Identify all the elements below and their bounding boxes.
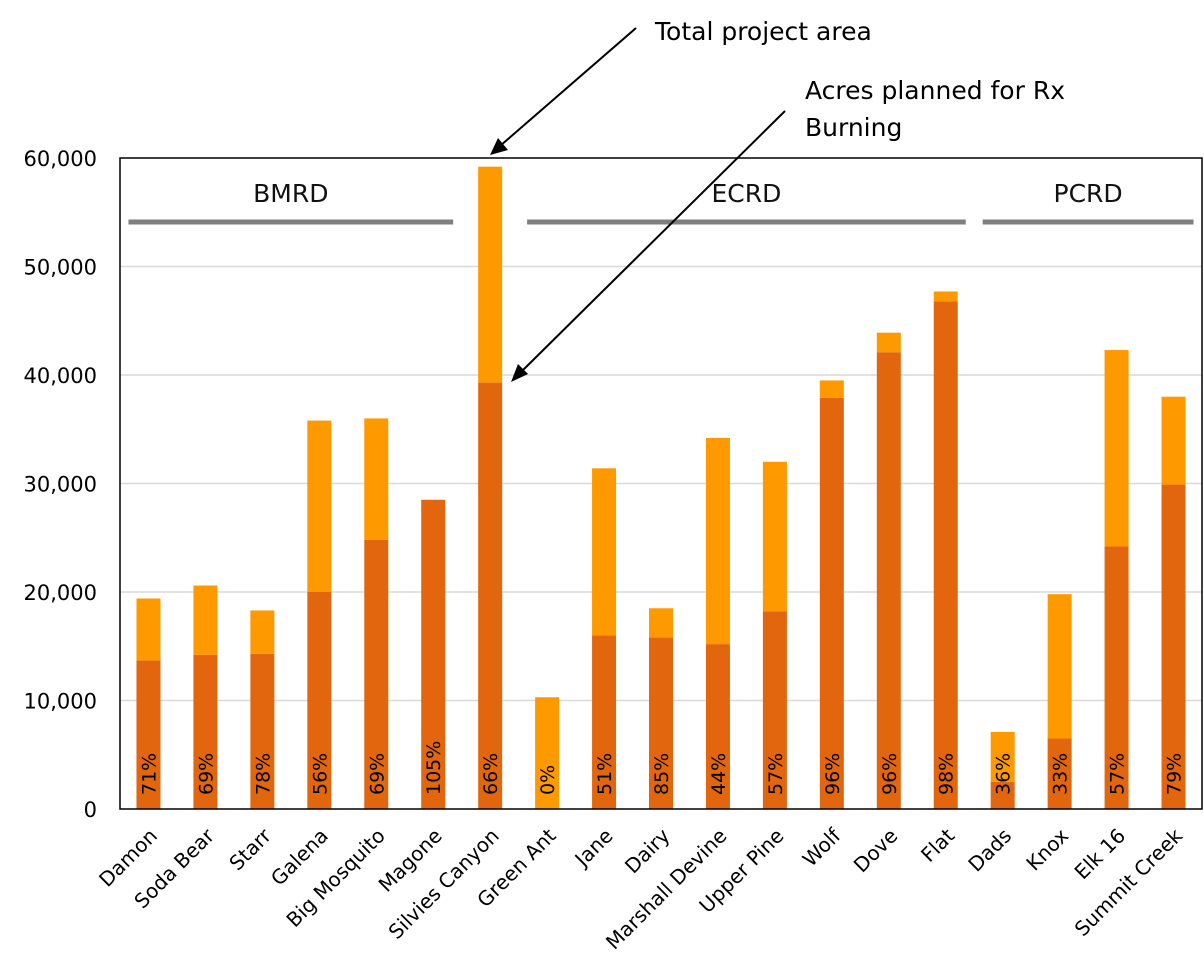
- bar-remaining-area: [478, 166, 503, 383]
- bar-percent-label: 79%: [1164, 753, 1186, 795]
- annotation-total-arrow: [499, 27, 637, 147]
- x-category-label: Jane: [569, 824, 618, 873]
- bar-remaining-area: [876, 332, 901, 353]
- bar-remaining-area: [535, 697, 560, 809]
- group-label: BMRD: [253, 179, 328, 208]
- bar-percent-label: 85%: [651, 753, 673, 795]
- x-category-label: Knox: [1021, 823, 1073, 875]
- bar-percent-label: 57%: [1107, 753, 1129, 795]
- bar-percent-label: 57%: [765, 753, 787, 795]
- bar-percent-label: 78%: [252, 753, 274, 795]
- bar-rx-burning: [649, 637, 673, 809]
- bar-percent-label: 98%: [936, 753, 958, 795]
- x-category-label: Dairy: [620, 823, 675, 878]
- bar-rx-burning: [933, 301, 958, 809]
- bar-remaining-area: [1161, 396, 1186, 485]
- bar-remaining-area: [193, 585, 218, 655]
- bar-percent-label: 96%: [822, 753, 844, 795]
- x-category-label: Wolf: [798, 823, 846, 871]
- bar-percent-label: 69%: [195, 753, 217, 795]
- bar-percent-labels: 71% 69% 78% 56% 69% 105% 66% 0% 51% 85% 44% 57% 96% 9…: [138, 741, 1185, 795]
- x-category-label: Flat: [916, 823, 959, 866]
- bar-rx-burning: [1104, 546, 1129, 809]
- bar-percent-label: 0%: [537, 765, 559, 795]
- annotation-rx-text-line2: Burning: [805, 113, 902, 142]
- bars: [136, 166, 1186, 809]
- annotation-total-text: Total project area: [654, 17, 872, 46]
- bar-percent-label: 96%: [879, 753, 901, 795]
- y-axis-ticks: 0 10,000 20,000 30,000 40,000 50,000 60,000: [24, 147, 97, 822]
- bar-rx-burning: [250, 653, 275, 809]
- bar-rx-burning: [1161, 484, 1186, 809]
- y-tick-label: 20,000: [24, 581, 97, 605]
- bar-remaining-area: [364, 418, 389, 540]
- x-category-label: Big Mosquito: [281, 824, 389, 932]
- bar-remaining-area: [762, 461, 787, 612]
- bar-remaining-area: [307, 420, 332, 592]
- bar-remaining-area: [933, 291, 958, 302]
- bar-rx-burning: [592, 635, 617, 809]
- bar-rx-burning: [307, 592, 332, 809]
- bar-remaining-area: [136, 598, 161, 661]
- plot-area-border: [119, 157, 1203, 810]
- bar-rx-burning: [819, 397, 844, 809]
- bar-rx-burning: [990, 781, 1015, 809]
- bar-remaining-area: [250, 610, 275, 654]
- bar-rx-burning: [762, 611, 787, 809]
- annotation-rx: Acres planned for Rx Burning: [511, 76, 1065, 382]
- annotation-rx-arrow: [519, 110, 786, 374]
- bar-rx-burning: [478, 382, 503, 809]
- bar-remaining-area: [819, 380, 844, 398]
- gridlines: [120, 265, 1202, 702]
- bar-percent-label: 56%: [309, 753, 331, 795]
- bar-remaining-area: [1104, 350, 1129, 547]
- bar-rx-burning: [193, 654, 218, 809]
- annotation-total-arrowhead: [490, 138, 508, 155]
- annotation-total: Total project area: [490, 17, 872, 155]
- bar-percent-label: 51%: [594, 753, 616, 795]
- annotation-rx-arrowhead: [511, 364, 528, 382]
- bar-remaining-area: [705, 437, 730, 645]
- bar-remaining-area: [1047, 594, 1072, 739]
- bar-rx-burning: [876, 352, 901, 809]
- bar-remaining-area: [649, 608, 673, 638]
- x-category-label: Dads: [963, 824, 1016, 877]
- bar-rx-burning: [421, 499, 446, 809]
- y-tick-label: 10,000: [24, 690, 97, 714]
- annotation-rx-text-line1: Acres planned for Rx: [805, 76, 1065, 105]
- bar-percent-label: 66%: [480, 753, 502, 795]
- bar-rx-burning: [364, 539, 389, 809]
- district-groups: BMRD ECRD PCRD: [128, 179, 1194, 225]
- x-category-label: Dove: [849, 824, 903, 878]
- bar-percent-label: 105%: [423, 741, 445, 795]
- bar-percent-label: 33%: [1050, 753, 1072, 795]
- bar-remaining-area: [592, 468, 617, 636]
- group-label: PCRD: [1054, 179, 1123, 208]
- y-tick-label: 50,000: [24, 256, 97, 280]
- bar-percent-label: 71%: [138, 753, 160, 795]
- bar-rx-burning: [1047, 738, 1072, 809]
- bar-percent-label: 44%: [708, 753, 730, 795]
- y-tick-label: 60,000: [24, 147, 97, 171]
- bar-percent-label: 69%: [366, 753, 388, 795]
- bar-rx-burning: [705, 644, 730, 809]
- y-tick-label: 0: [84, 798, 97, 822]
- y-tick-label: 30,000: [24, 473, 97, 497]
- bar-rx-burning: [136, 660, 161, 809]
- x-category-label: Starr: [224, 823, 276, 875]
- group-label: ECRD: [711, 179, 781, 208]
- bar-remaining-area: [990, 731, 1015, 782]
- bar-percent-label: 36%: [993, 753, 1015, 795]
- y-tick-label: 40,000: [24, 364, 97, 388]
